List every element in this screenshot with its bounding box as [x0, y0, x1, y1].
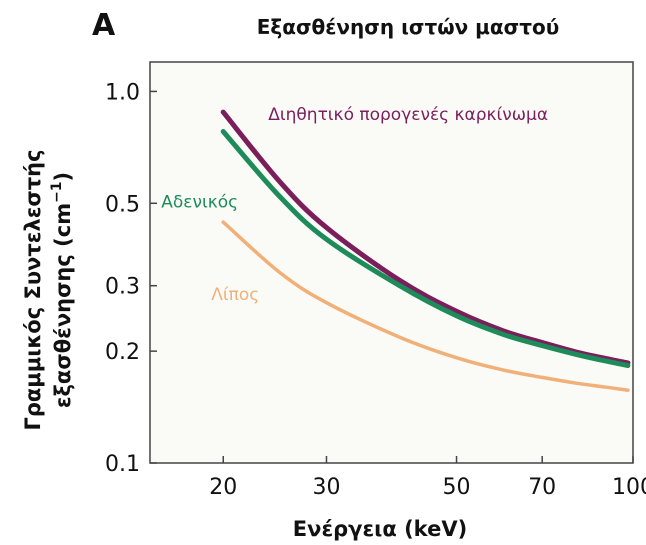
y-tick-label: 0.3 [105, 275, 140, 300]
x-tick-label: 30 [312, 475, 340, 500]
y-axis-title-text: εξασθένησης (cm [51, 203, 75, 408]
x-tick-label: 50 [443, 475, 471, 500]
y-axis-title-close: ) [51, 172, 75, 182]
y-axis-unit-exponent: −1 [49, 181, 65, 202]
panel-label: A [92, 8, 116, 43]
series-label-adipose: Λίπος [211, 285, 259, 305]
y-tick-label: 0.1 [105, 452, 140, 477]
y-axis-title-line1: Γραμμικός Συντελεστής [21, 149, 45, 430]
y-tick-label: 0.2 [105, 340, 140, 365]
y-tick-label: 0.5 [105, 192, 140, 217]
x-axis-title: Ενέργεια (keV) [293, 517, 467, 541]
y-axis-title-line2: εξασθένησης (cm−1) [49, 172, 75, 408]
series-label-carcinoma: Διηθητικό πορογενές καρκίνωμα [268, 105, 548, 125]
y-axis: 0.1 0.2 0.3 0.5 1.0 [105, 80, 157, 477]
chart-title: Εξασθένηση ιστών μαστού [257, 15, 559, 39]
y-tick-label: 1.0 [105, 80, 140, 105]
x-tick-label: 100 [612, 475, 646, 500]
series-label-glandular: Αδενικός [161, 193, 238, 213]
series-line-glandular [220, 129, 631, 368]
plot-frame [149, 61, 634, 464]
x-tick-label: 20 [209, 475, 237, 500]
series-line-adipose [221, 220, 630, 392]
y-axis-title: Γραμμικός Συντελεστής εξασθένησης (cm−1) [21, 149, 75, 430]
x-axis: 20 30 50 70 100 [209, 456, 646, 500]
series-lines [220, 109, 631, 392]
series-labels: Διηθητικό πορογενές καρκίνωμα Αδενικός Λίπ… [161, 105, 548, 305]
x-tick-label: 70 [528, 475, 556, 500]
